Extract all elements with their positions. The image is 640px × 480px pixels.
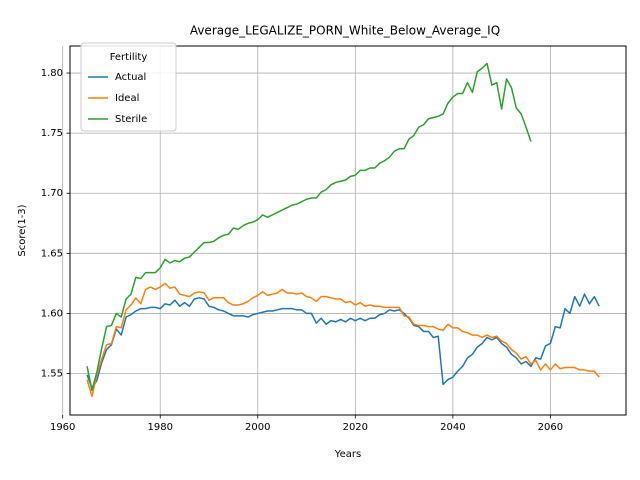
legend-label-ideal: Ideal: [115, 93, 139, 104]
x-tick-label: 2000: [245, 422, 270, 433]
series-line-actual: [86, 293, 600, 389]
series-line-sterile: [86, 62, 532, 392]
y-tick-label: 1.80: [41, 68, 63, 79]
series-line-ideal: [86, 282, 600, 398]
x-tick-label: 1960: [50, 422, 75, 433]
x-tick-label: 2060: [538, 422, 563, 433]
grid: [62, 46, 626, 415]
x-tick-label: 1980: [148, 422, 173, 433]
series-layer: [86, 62, 600, 398]
legend-label-actual: Actual: [115, 72, 146, 83]
y-tick-label: 1.75: [41, 128, 63, 139]
y-tick-label: 1.60: [41, 308, 63, 319]
y-axis-label: Score(1-3): [17, 204, 28, 256]
axes-frame: [69, 45, 627, 416]
x-tick-label: 2040: [440, 422, 465, 433]
x-tick-label: 2020: [343, 422, 368, 433]
legend-label-sterile: Sterile: [115, 114, 147, 125]
x-axis-label: Years: [334, 449, 361, 460]
chart-title: Average_LEGALIZE_PORN_White_Below_Averag…: [190, 24, 500, 38]
y-tick-label: 1.70: [41, 188, 63, 199]
x-axis-ticks: 1960 1980 2000 2020 2040 2060: [50, 415, 563, 433]
legend-title: Fertility: [110, 52, 148, 63]
y-tick-label: 1.65: [41, 248, 63, 259]
y-axis-ticks: 1.55 1.60 1.65 1.70 1.75 1.80: [41, 68, 70, 380]
legend-box: [80, 42, 177, 132]
plot-area: 1960 1980 2000 2020 2040 2060 1.55 1.60 1.65 1.7…: [41, 45, 627, 433]
legend-items: Actual Ideal Sterile: [88, 72, 147, 125]
y-tick-label: 1.55: [41, 369, 63, 380]
legend: Fertility Actual Ideal Sterile: [80, 42, 177, 132]
